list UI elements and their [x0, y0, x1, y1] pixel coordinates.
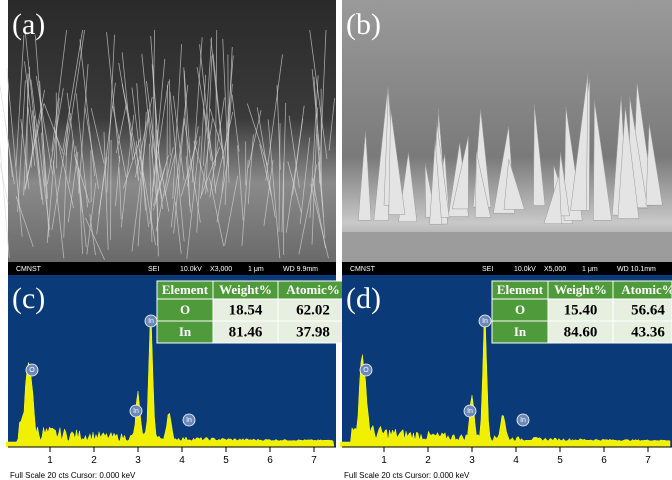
peak-label: O: [29, 367, 35, 374]
x-tick-label: 5: [223, 455, 229, 466]
table-text: 43.36: [631, 324, 665, 340]
x-tick-label: 3: [469, 455, 475, 466]
info-text: CMNST: [16, 266, 42, 273]
table-text: 18.54: [229, 302, 263, 318]
info-text: 10.0kV: [514, 266, 536, 273]
x-tick-label: 4: [179, 455, 185, 466]
figure: CMNST SEI 10.0kV X3,000 1 μm WD 9.9mm (a) CMNST…: [0, 0, 672, 480]
x-tick-label: 6: [267, 455, 273, 466]
table-text: In: [514, 324, 527, 339]
peak-label: In: [467, 408, 473, 415]
spectrum-footer: Full Scale 20 cts Cursor: 0.000 keV: [344, 471, 470, 480]
table-text: 56.64: [631, 302, 665, 318]
table-text: O: [515, 302, 525, 317]
table-text: 62.02: [296, 302, 330, 318]
nanowire: [0, 137, 9, 258]
table-text: Atomic%: [621, 282, 672, 297]
info-text: X5,000: [544, 266, 566, 273]
x-tick-label: 6: [601, 455, 607, 466]
table-text: 15.40: [564, 302, 598, 318]
nanowire: [0, 104, 8, 204]
x-tick-label: 7: [311, 455, 317, 466]
x-tick-label: 2: [425, 455, 431, 466]
info-text: 1 μm: [248, 266, 264, 273]
peak-label: O: [363, 367, 369, 374]
info-text: SEI: [148, 266, 159, 273]
peak-label: In: [520, 417, 526, 424]
table-text: 81.46: [229, 324, 263, 340]
panel-label: (a): [12, 8, 45, 41]
peak-label: In: [186, 417, 192, 424]
table-text: Weight%: [219, 282, 272, 297]
x-tick-label: 3: [135, 455, 141, 466]
peak-label: In: [148, 318, 154, 325]
table-text: Atomic%: [286, 282, 339, 297]
info-text: X3,000: [210, 266, 232, 273]
table-text: Element: [497, 282, 544, 297]
info-text: WD 9.9mm: [283, 266, 318, 273]
spectrum-footer: Full Scale 20 cts Cursor: 0.000 keV: [10, 471, 136, 480]
x-tick-label: 1: [47, 455, 53, 466]
x-tick-label: 5: [557, 455, 563, 466]
info-text: CMNST: [350, 266, 376, 273]
table-text: In: [179, 324, 192, 339]
panel-label: (b): [346, 8, 381, 41]
substrate: [342, 232, 672, 262]
x-tick-label: 2: [91, 455, 97, 466]
table-text: Element: [162, 282, 209, 297]
x-tick-label: 4: [513, 455, 519, 466]
info-text: SEI: [482, 266, 493, 273]
info-text: 1 μm: [582, 266, 598, 273]
x-tick-label: 1: [381, 455, 387, 466]
peak-label: In: [482, 318, 488, 325]
table-text: 37.98: [296, 324, 330, 340]
panel-label: (d): [346, 282, 381, 315]
table-text: 84.60: [564, 324, 598, 340]
peak-label: In: [133, 408, 139, 415]
info-text: WD 10.1mm: [617, 266, 656, 273]
info-text: 10.0kV: [180, 266, 202, 273]
panel-label: (c): [12, 282, 45, 315]
table-text: Weight%: [554, 282, 607, 297]
x-tick-label: 7: [645, 455, 651, 466]
table-text: O: [180, 302, 190, 317]
